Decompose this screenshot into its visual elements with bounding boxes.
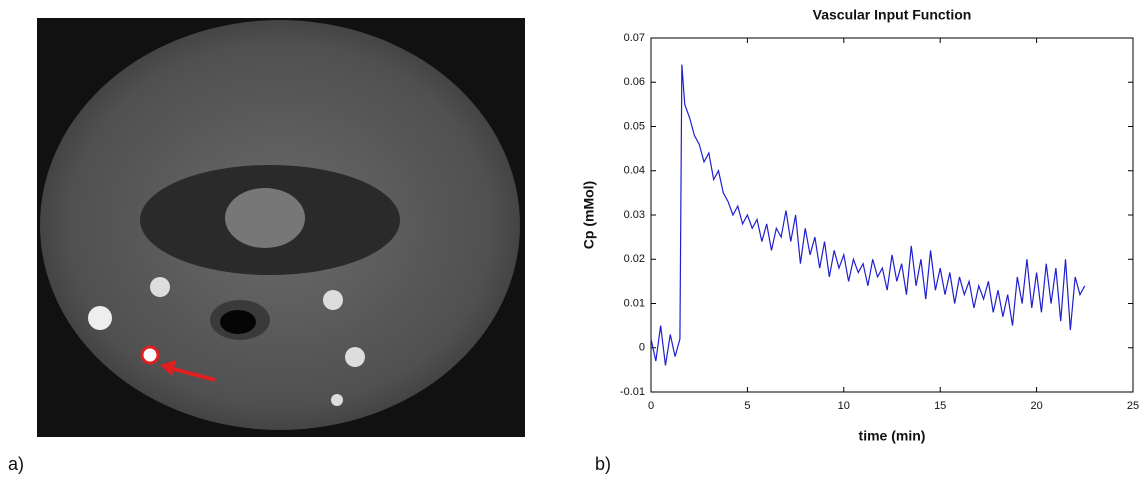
x-tick-label: 15	[934, 400, 946, 412]
mri-image	[37, 18, 525, 437]
data-line	[650, 64, 1086, 366]
y-tick-label: 0	[639, 342, 645, 354]
panel-label: a)	[8, 454, 24, 474]
x-tick-label: 25	[1127, 400, 1139, 412]
x-axis-label: time (min)	[859, 428, 926, 444]
y-axis-label: Cp (mMol)	[581, 181, 597, 249]
y-tick-label: -0.01	[620, 386, 645, 398]
y-tick-label: 0.01	[624, 297, 645, 309]
y-tick-label: 0.05	[624, 120, 645, 132]
x-tick-label: 0	[648, 400, 654, 412]
y-tick-label: 0.06	[624, 76, 645, 88]
plot-area	[650, 37, 1134, 393]
y-tick-label: 0.04	[624, 165, 645, 177]
panel-label: b)	[595, 454, 611, 474]
y-tick-label: 0.02	[624, 253, 645, 265]
chart-title: Vascular Input Function	[813, 7, 972, 23]
x-tick-label: 20	[1030, 400, 1042, 412]
y-tick-label: 0.07	[624, 32, 645, 44]
y-tick-label: 0.03	[624, 209, 645, 221]
x-tick-label: 10	[838, 400, 850, 412]
x-tick-label: 5	[744, 400, 750, 412]
